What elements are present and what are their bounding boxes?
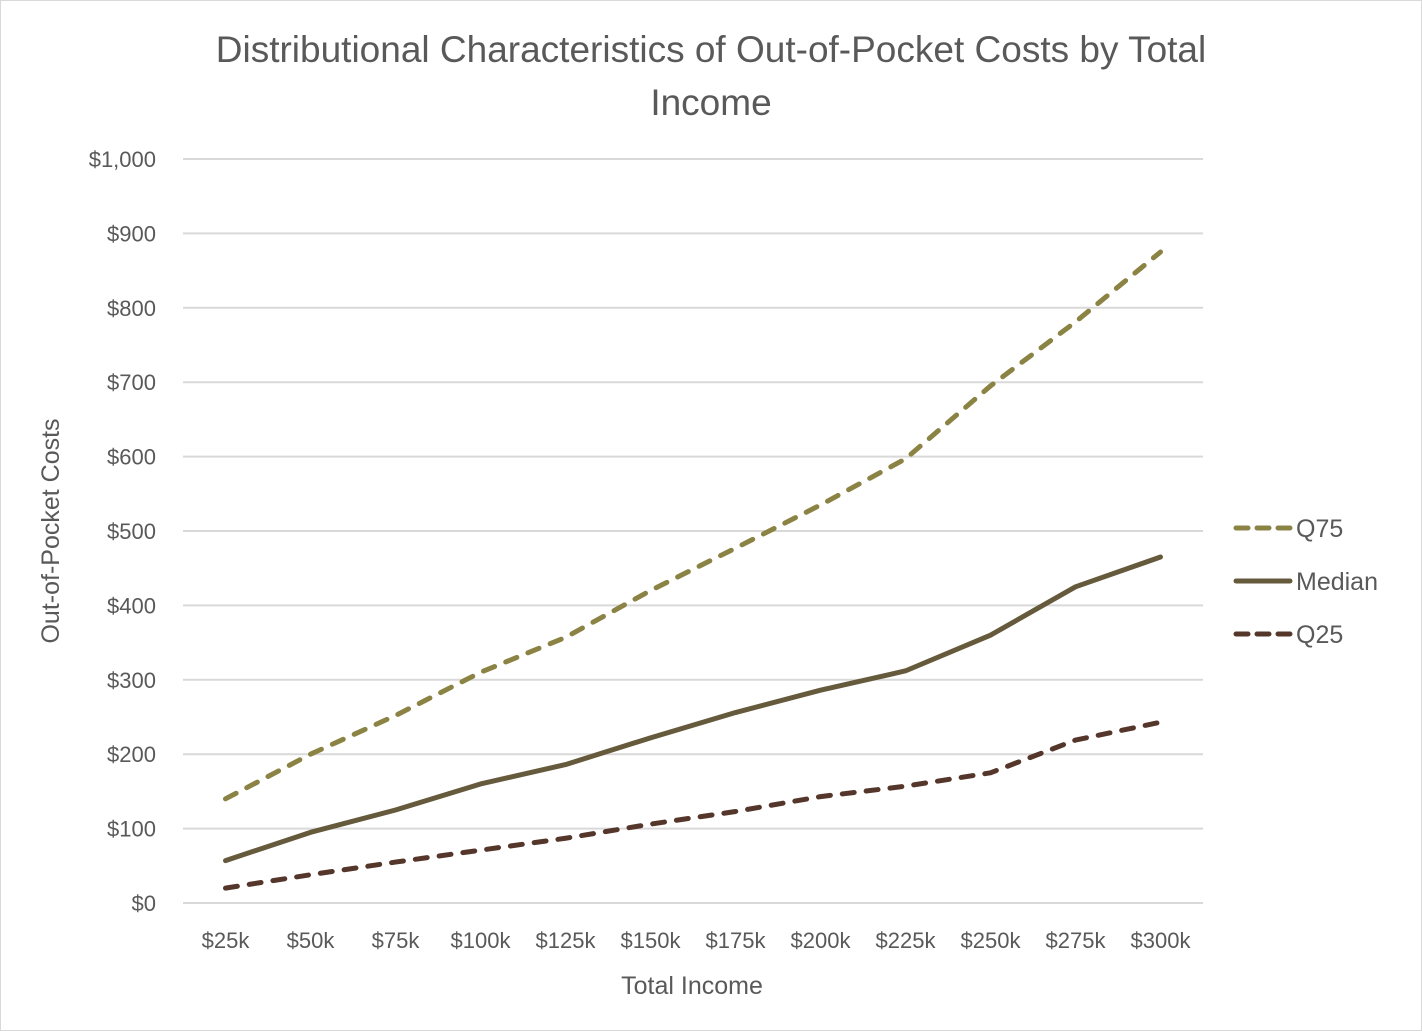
x-tick-label: $50k — [287, 928, 336, 953]
x-tick-label: $75k — [372, 928, 421, 953]
legend-item-median: Median — [1233, 568, 1378, 596]
legend: Q75 Median Q25 — [1233, 515, 1378, 649]
x-tick-label: $300k — [1131, 928, 1192, 953]
y-tick-label: $500 — [107, 519, 156, 544]
legend-item-q25: Q25 — [1233, 621, 1343, 649]
y-tick-label: $400 — [107, 593, 156, 618]
chart-title-line-1: Distributional Characteristics of Out-of… — [216, 29, 1206, 70]
legend-item-q75: Q75 — [1233, 515, 1343, 543]
x-tick-label: $150k — [621, 928, 682, 953]
x-tick-label: $175k — [706, 928, 767, 953]
chart-title-line-2: Income — [650, 82, 771, 123]
gridlines — [183, 158, 1203, 904]
x-tick-label: $225k — [876, 928, 937, 953]
x-tick-label: $100k — [451, 928, 512, 953]
x-axis-title: Total Income — [621, 972, 763, 1000]
y-tick-label: $300 — [107, 668, 156, 693]
chart-title: Distributional Characteristics of Out-of… — [216, 29, 1206, 123]
x-tick-label: $25k — [202, 928, 251, 953]
y-tick-label: $900 — [107, 221, 156, 246]
y-tick-label: $200 — [107, 742, 156, 767]
x-tick-label: $200k — [791, 928, 852, 953]
y-tick-label: $600 — [107, 445, 156, 470]
y-axis-title: Out-of-Pocket Costs — [37, 418, 65, 643]
x-axis-ticks: $25k $50k $75k $100k $125k $150k $175k $200k $22… — [202, 928, 1192, 953]
series-lines — [223, 249, 1163, 891]
y-axis-ticks: $0 $100 $200 $300 $400 $500 $600 $700 $800 $900 $1… — [89, 147, 156, 916]
legend-label: Q25 — [1296, 621, 1343, 649]
legend-label: Median — [1296, 568, 1378, 596]
x-tick-label: $125k — [536, 928, 597, 953]
series-line-q25 — [223, 719, 1163, 891]
legend-label: Q75 — [1296, 515, 1343, 543]
series-line-q75 — [223, 249, 1163, 802]
x-tick-label: $250k — [961, 928, 1022, 953]
series-line-median — [223, 554, 1163, 864]
y-tick-label: $100 — [107, 817, 156, 842]
y-tick-label: $0 — [132, 891, 156, 916]
y-tick-label: $1,000 — [89, 147, 156, 172]
x-tick-label: $275k — [1046, 928, 1107, 953]
y-tick-label: $800 — [107, 296, 156, 321]
y-tick-label: $700 — [107, 370, 156, 395]
